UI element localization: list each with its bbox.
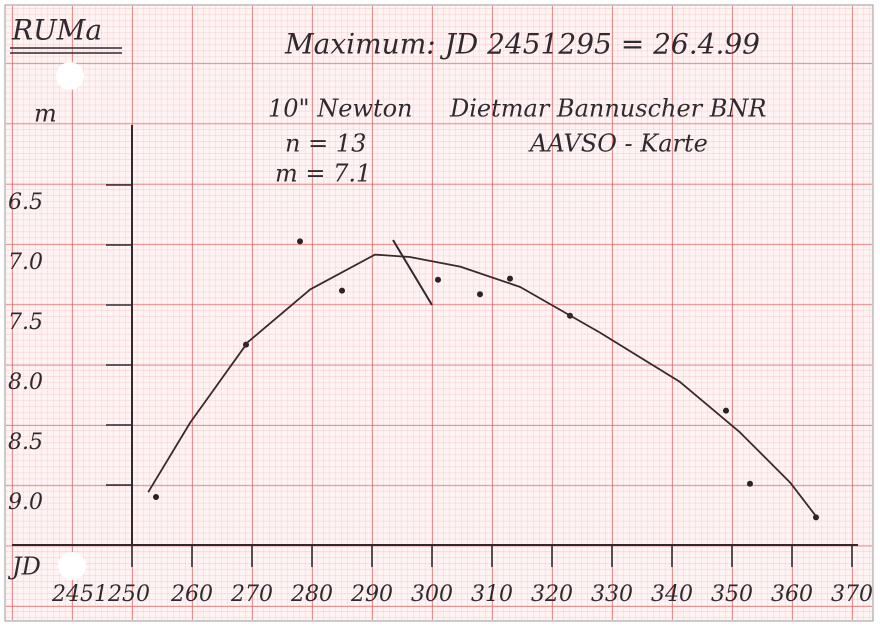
data-point (747, 480, 753, 487)
y-tick-label: 8.0 (8, 370, 43, 395)
y-tick-label: 8.5 (8, 430, 43, 455)
x-axis-label: JD (7, 553, 41, 581)
underline (10, 47, 122, 54)
data-point (507, 275, 513, 282)
y-tick-label: 7.5 (8, 310, 43, 335)
y-tick-label: 7.0 (8, 250, 43, 275)
x-tick-label: 280 (290, 582, 333, 607)
x-tick-label: 270 (230, 582, 273, 607)
annotation: 10" Newton (268, 95, 413, 123)
x-tick-label: 340 (651, 582, 693, 607)
chart-title: Maximum: JD 2451295 = 26.4.99 (284, 28, 760, 61)
y-tick-label: 6.5 (8, 190, 43, 215)
fit-curve (147, 253, 819, 520)
annotation: Dietmar Bannuscher BNR (449, 95, 766, 123)
annotation: AAVSO - Karte (528, 130, 708, 158)
data-point (723, 407, 729, 414)
y-axis-label: m (34, 100, 57, 128)
graph-grid (6, 6, 872, 620)
data-point (153, 494, 159, 500)
x-tick-label: 260 (170, 582, 213, 607)
annotation: m = 7.1 (275, 160, 371, 188)
x-tick-label: 350 (711, 582, 753, 607)
data-point (477, 291, 483, 298)
maximum-marker (392, 239, 433, 306)
y-tick-label: 9.0 (8, 490, 43, 515)
data-point (435, 276, 441, 283)
punch-hole (56, 62, 84, 90)
punch-hole (58, 552, 86, 580)
x-tick-label: 310 (471, 582, 513, 607)
x-tick-label: 370 (831, 582, 873, 607)
x-tick-label: 290 (350, 582, 393, 607)
annotation: n = 13 (285, 130, 366, 158)
x-tick-label: 2451250 (51, 582, 150, 607)
x-tick-label: 320 (531, 582, 573, 607)
x-tick-label: 360 (771, 582, 813, 607)
data-point (339, 287, 345, 294)
data-point (297, 238, 303, 245)
x-tick-label: 330 (591, 582, 633, 607)
corner-label: RUMa (11, 14, 102, 47)
x-tick-label: 300 (411, 582, 453, 607)
